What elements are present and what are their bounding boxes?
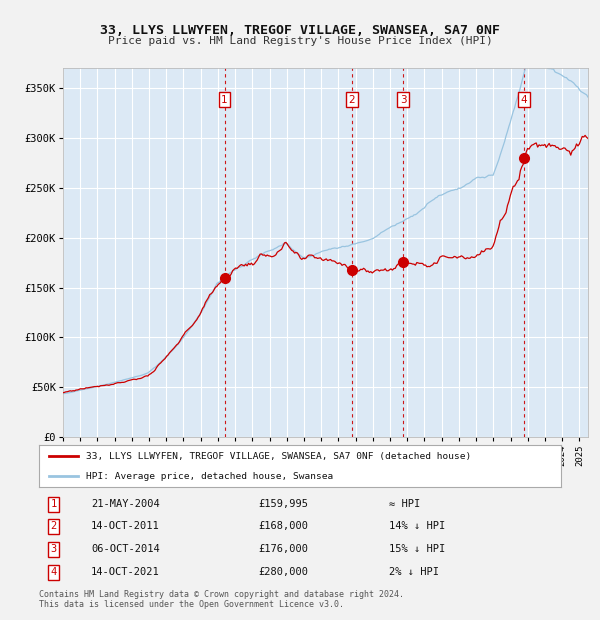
- Text: 3: 3: [50, 544, 57, 554]
- Text: 3: 3: [400, 95, 407, 105]
- Text: 15% ↓ HPI: 15% ↓ HPI: [389, 544, 445, 554]
- Text: 14-OCT-2021: 14-OCT-2021: [91, 567, 160, 577]
- Text: Price paid vs. HM Land Registry's House Price Index (HPI): Price paid vs. HM Land Registry's House …: [107, 36, 493, 46]
- Text: £176,000: £176,000: [258, 544, 308, 554]
- Text: 14-OCT-2011: 14-OCT-2011: [91, 521, 160, 531]
- Text: 33, LLYS LLWYFEN, TREGOF VILLAGE, SWANSEA, SA7 0NF: 33, LLYS LLWYFEN, TREGOF VILLAGE, SWANSE…: [100, 24, 500, 37]
- Text: 2: 2: [50, 521, 57, 531]
- Text: ≈ HPI: ≈ HPI: [389, 499, 420, 509]
- Text: 2: 2: [349, 95, 355, 105]
- Text: £280,000: £280,000: [258, 567, 308, 577]
- Text: This data is licensed under the Open Government Licence v3.0.: This data is licensed under the Open Gov…: [39, 600, 344, 609]
- Text: 14% ↓ HPI: 14% ↓ HPI: [389, 521, 445, 531]
- Text: 4: 4: [521, 95, 527, 105]
- Text: £168,000: £168,000: [258, 521, 308, 531]
- Text: 2% ↓ HPI: 2% ↓ HPI: [389, 567, 439, 577]
- Text: 1: 1: [50, 499, 57, 509]
- Text: HPI: Average price, detached house, Swansea: HPI: Average price, detached house, Swan…: [86, 472, 333, 480]
- Text: 06-OCT-2014: 06-OCT-2014: [91, 544, 160, 554]
- Text: 33, LLYS LLWYFEN, TREGOF VILLAGE, SWANSEA, SA7 0NF (detached house): 33, LLYS LLWYFEN, TREGOF VILLAGE, SWANSE…: [86, 452, 471, 461]
- Text: 1: 1: [221, 95, 228, 105]
- Text: 21-MAY-2004: 21-MAY-2004: [91, 499, 160, 509]
- Text: Contains HM Land Registry data © Crown copyright and database right 2024.: Contains HM Land Registry data © Crown c…: [39, 590, 404, 600]
- Text: 4: 4: [50, 567, 57, 577]
- Text: £159,995: £159,995: [258, 499, 308, 509]
